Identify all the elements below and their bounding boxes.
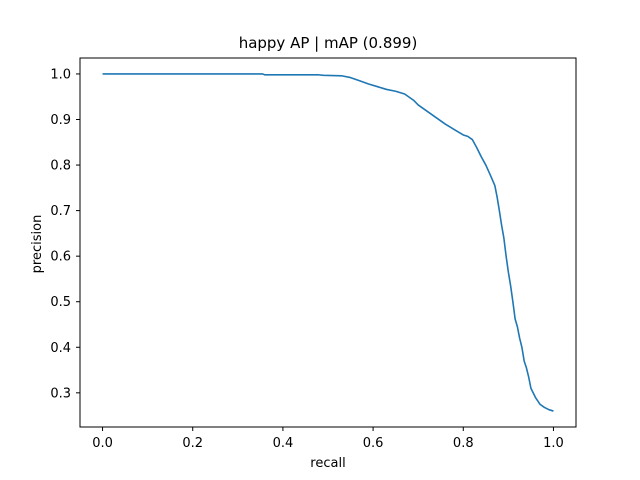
plot-area: 0.0 0.2 0.4 0.6 0.8 1.0 0.3 0.4 0.5 0.6 0.7 0.8 0.9… — [50, 57, 577, 451]
series-layer — [102, 73, 554, 412]
y-tick-label: 0.9 — [50, 113, 71, 128]
y-tick-label: 0.7 — [50, 204, 71, 219]
y-axis-ticks: 0.3 0.4 0.5 0.6 0.7 0.8 0.9 1.0 — [50, 67, 80, 401]
chart-title: happy AP | mAP (0.899) — [239, 34, 418, 52]
axes-frame — [79, 57, 577, 428]
y-axis-label: precision — [30, 215, 45, 274]
x-tick-label: 1.0 — [543, 436, 564, 451]
y-tick-label: 0.8 — [50, 159, 71, 174]
x-tick-label: 0.0 — [92, 436, 113, 451]
y-tick-label: 0.4 — [50, 341, 71, 356]
precision-recall-curve — [102, 73, 554, 412]
y-tick-label: 0.6 — [50, 250, 71, 265]
x-tick-label: 0.8 — [453, 436, 474, 451]
x-axis-label: recall — [310, 456, 345, 471]
x-tick-label: 0.4 — [273, 436, 294, 451]
x-axis-ticks: 0.0 0.2 0.4 0.6 0.8 1.0 — [92, 427, 564, 451]
x-tick-label: 0.6 — [363, 436, 384, 451]
x-tick-label: 0.2 — [182, 436, 203, 451]
y-tick-label: 0.3 — [50, 386, 71, 401]
y-tick-label: 0.5 — [50, 295, 71, 310]
y-tick-label: 1.0 — [50, 67, 71, 82]
